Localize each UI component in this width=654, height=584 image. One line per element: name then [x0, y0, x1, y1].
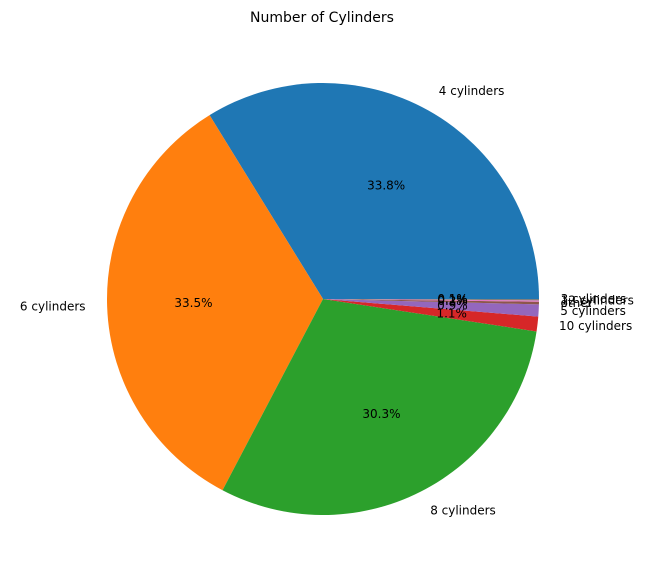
labels-layer: 4 cylinders 33.8% 6 cylinders 33.5% 8 cylind…	[20, 84, 634, 518]
slice-percent-3-cylinders: 0.1%	[437, 292, 468, 306]
slice-percent-12-cylinders: 0.1%	[437, 293, 468, 307]
slice-percent-other: 0.2%	[437, 294, 468, 308]
pie-slice-other	[323, 299, 539, 305]
slice-label-12-cylinders: 12 cylinders	[561, 294, 634, 308]
slice-label-10-cylinders: 10 cylinders	[559, 319, 632, 333]
pie-slice-4-cylinders	[209, 82, 539, 300]
pie-slice-12-cylinders	[323, 299, 539, 302]
slice-label-6-cylinders: 6 cylinders	[20, 300, 86, 314]
pie-slice-10-cylinders	[323, 299, 539, 332]
pie-slice-5-cylinders	[323, 299, 539, 317]
pie-slice-3-cylinders	[323, 299, 539, 301]
slice-percent-5-cylinders: 0.9%	[437, 298, 468, 312]
slices-layer	[107, 82, 539, 515]
slice-label-other: other	[561, 296, 593, 310]
pie-slice-8-cylinders	[222, 299, 537, 515]
slice-percent-6-cylinders: 33.5%	[174, 296, 212, 310]
slice-percent-10-cylinders: 1.1%	[436, 307, 467, 321]
chart-title: Number of Cylinders	[250, 10, 394, 26]
pie-slice-6-cylinders	[107, 115, 323, 491]
slice-label-5-cylinders: 5 cylinders	[560, 304, 626, 318]
slice-percent-4-cylinders: 33.8%	[367, 178, 405, 192]
slice-percent-8-cylinders: 30.3%	[362, 407, 400, 421]
slice-label-8-cylinders: 8 cylinders	[430, 504, 496, 518]
slice-label-4-cylinders: 4 cylinders	[439, 84, 505, 98]
slice-label-3-cylinders: 3 cylinders	[561, 292, 627, 306]
